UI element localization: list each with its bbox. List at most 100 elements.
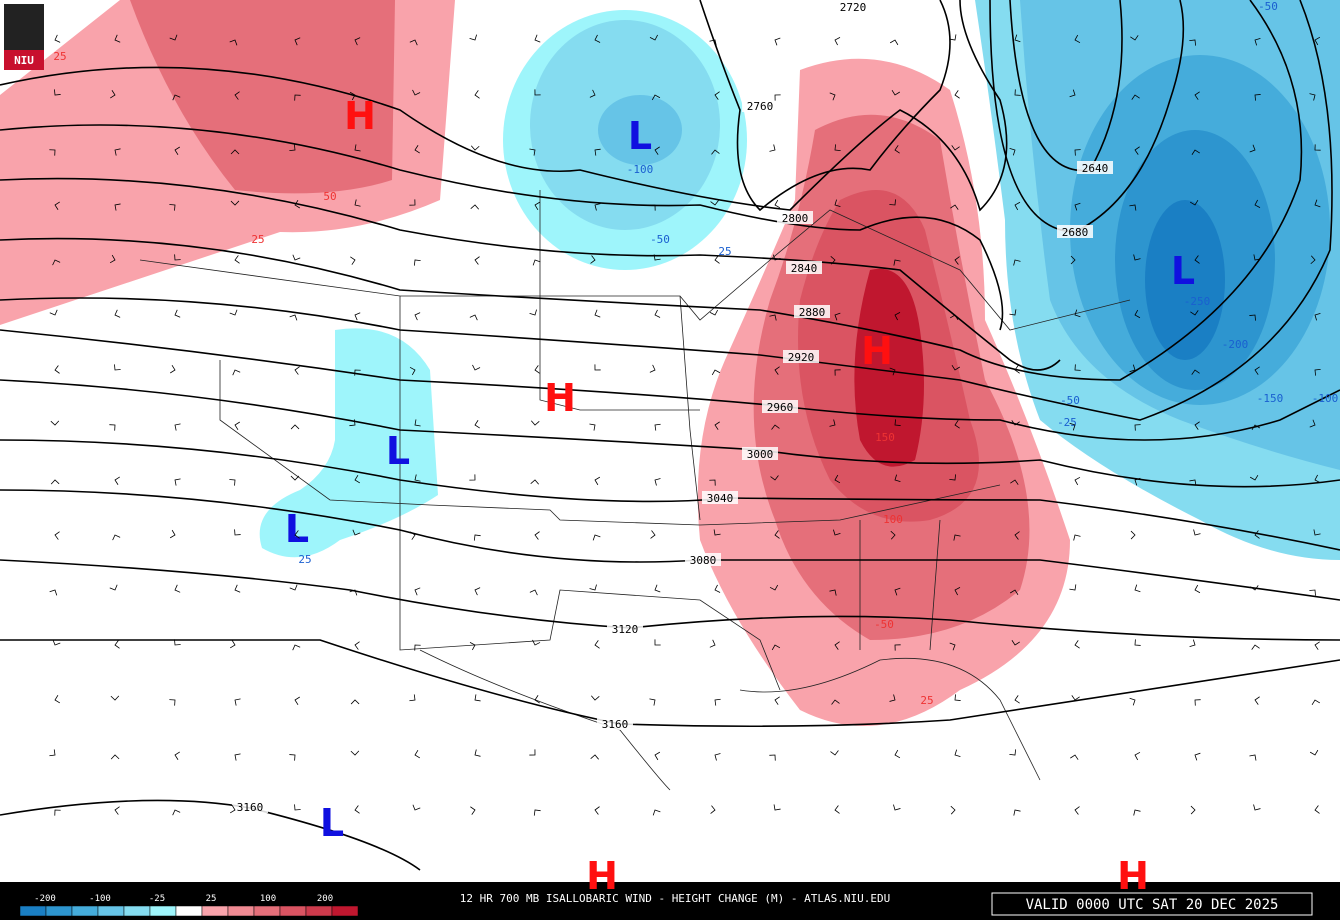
wind-arrow xyxy=(650,530,656,539)
contour-label: 3160 xyxy=(602,718,629,731)
wind-arrow xyxy=(289,314,298,321)
colorbar-swatch xyxy=(97,905,125,917)
contour-label: 2760 xyxy=(747,100,774,113)
wind-arrow xyxy=(50,420,60,426)
wind-arrow xyxy=(114,640,120,649)
wind-arrow xyxy=(1013,259,1021,266)
wind-arrow xyxy=(589,423,596,431)
wind-arrow xyxy=(1074,640,1080,649)
wind-arrow xyxy=(414,312,421,321)
wind-arrow xyxy=(769,314,777,321)
wind-arrow xyxy=(409,39,418,46)
wind-arrow xyxy=(414,587,421,596)
wind-arrow xyxy=(589,89,596,98)
wind-arrow xyxy=(289,144,296,152)
wind-arrow xyxy=(594,640,600,649)
wind-arrow xyxy=(1134,424,1141,431)
wind-arrow xyxy=(774,696,780,705)
wind-arrow xyxy=(1249,754,1257,761)
wind-arrow xyxy=(709,639,716,648)
wind-arrow xyxy=(951,145,960,151)
contour-label: 2840 xyxy=(791,262,818,275)
wind-arrow xyxy=(894,312,901,321)
wind-arrow xyxy=(1134,146,1140,155)
wind-arrow xyxy=(1314,313,1321,321)
wind-arrow xyxy=(294,94,301,101)
wind-arrow xyxy=(174,584,181,593)
wind-arrow xyxy=(954,90,960,99)
wind-arrow xyxy=(1014,89,1021,96)
wind-arrow xyxy=(294,696,300,705)
wind-arrow xyxy=(829,589,837,596)
wind-arrow xyxy=(773,804,781,811)
change-label: -150 xyxy=(1257,392,1284,405)
wind-arrow xyxy=(52,259,61,266)
wind-arrow xyxy=(1070,754,1079,760)
wind-arrow xyxy=(1129,697,1136,706)
wind-arrow xyxy=(710,805,716,814)
colorbar-swatch xyxy=(71,905,99,917)
wind-arrow xyxy=(110,754,120,760)
wind-arrow xyxy=(889,367,896,376)
colorbar-swatch xyxy=(45,905,73,917)
wind-arrow xyxy=(1134,584,1141,593)
wind-arrow xyxy=(54,34,61,43)
wind-arrow xyxy=(654,146,660,155)
wind-arrow xyxy=(172,809,181,816)
wind-arrow xyxy=(834,312,841,321)
wind-arrow xyxy=(414,419,421,427)
wind-arrow xyxy=(54,809,61,816)
wind-arrow xyxy=(594,364,601,371)
contour-label: 2800 xyxy=(782,212,809,225)
wind-arrow xyxy=(1309,93,1316,101)
wind-arrow xyxy=(1074,476,1081,486)
contour-label: 2680 xyxy=(1062,226,1089,239)
wind-arrow xyxy=(1314,369,1321,376)
change-label: -50 xyxy=(1258,0,1278,13)
wind-arrow xyxy=(52,639,61,646)
footer-title: 12 HR 700 MB ISALLOBARIC WIND - HEIGHT C… xyxy=(460,892,890,905)
wind-arrow xyxy=(534,365,540,374)
overlay: -200 -100 -25 25 100 200 2720 2760 2800 2840 2880 2… xyxy=(19,0,1338,917)
contour-label: 2880 xyxy=(799,306,826,319)
wind-arrow xyxy=(771,644,781,651)
wind-arrow xyxy=(1249,474,1259,481)
wind-arrow xyxy=(654,751,661,761)
colorbar-swatch xyxy=(305,905,333,917)
wind-arrow xyxy=(469,641,476,651)
wind-arrow xyxy=(710,200,719,206)
wind-arrow xyxy=(829,419,836,427)
wind-arrow xyxy=(1309,419,1316,428)
wind-arrow xyxy=(1129,364,1136,373)
wind-arrow xyxy=(774,94,781,101)
wind-arrow xyxy=(1249,144,1256,153)
wind-arrow xyxy=(414,749,421,759)
logo-band xyxy=(4,50,44,70)
wind-arrow xyxy=(230,149,240,155)
wind-arrow xyxy=(469,314,478,321)
wind-arrow xyxy=(294,530,300,539)
wind-arrow xyxy=(54,365,60,374)
wind-arrow xyxy=(649,698,656,706)
change-label: 25 xyxy=(718,245,731,258)
wind-arrow xyxy=(232,369,241,376)
contour-label: 3120 xyxy=(612,623,639,636)
colorbar-swatch xyxy=(227,905,255,917)
wind-arrow xyxy=(230,200,240,206)
wind-arrow xyxy=(169,204,176,211)
change-label: -50 xyxy=(650,233,670,246)
colorbar-swatch xyxy=(201,905,229,917)
wind-arrow xyxy=(1009,147,1016,156)
colorbar-label: 200 xyxy=(317,894,333,904)
wind-arrow xyxy=(1189,639,1196,648)
contour-label-bg xyxy=(835,0,871,13)
wind-arrow xyxy=(770,475,779,481)
contour-label: 2720 xyxy=(840,1,867,14)
wind-arrow xyxy=(114,476,120,485)
wind-arrow xyxy=(229,39,238,46)
wind-arrow xyxy=(234,584,241,593)
contour-label-bg xyxy=(685,553,721,566)
wind-arrow xyxy=(1253,254,1261,261)
wind-arrow xyxy=(354,312,361,321)
wind-arrow xyxy=(954,420,960,429)
